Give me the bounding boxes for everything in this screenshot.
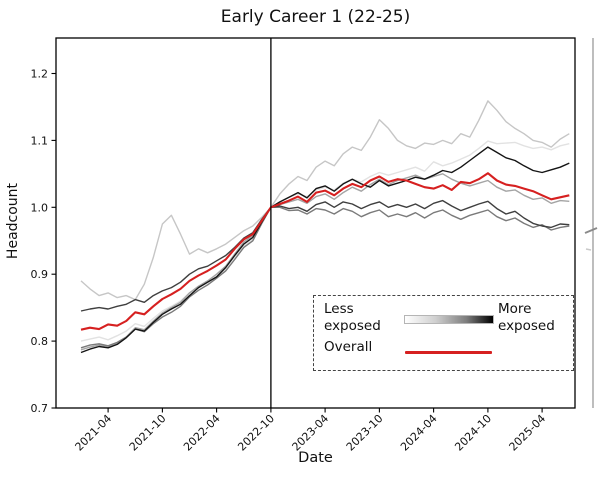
x-axis-label: Date [298, 450, 333, 466]
y-tick-label: 1.1 [31, 134, 49, 147]
adjacent-panel-fragment [584, 227, 598, 234]
chart-title: Early Career 1 (22-25) [220, 7, 411, 27]
x-tick-label: 2023-04 [290, 412, 332, 454]
x-tick-label: 2022-04 [181, 412, 223, 454]
legend-overall-swatch [405, 351, 492, 355]
series-line-least-exposed-bin-1 [80, 140, 570, 342]
x-tick-labels: 2021-04 2021-10 2022-04 2022-10 2023-04 2023-… [73, 412, 549, 454]
y-tick-label: 0.9 [31, 268, 49, 281]
x-tick-label: 2025-04 [507, 412, 549, 454]
x-tick-label: 2022-10 [235, 412, 277, 454]
series-line-exposed-bin-4 [80, 206, 570, 349]
x-ticks [107, 408, 543, 413]
legend-more-exposed-label: More exposed [498, 301, 555, 334]
legend-less-exposed-label: Less exposed [324, 301, 381, 334]
y-ticks [51, 72, 56, 409]
series-line-exposed-bin-2 [80, 100, 570, 301]
x-tick-label: 2024-04 [398, 412, 440, 454]
series-lines [80, 100, 570, 354]
series-line-exposed-bin-3 [80, 173, 570, 351]
x-tick-label: 2024-10 [452, 412, 494, 454]
x-tick-label: 2021-10 [127, 412, 169, 454]
series-line-exposed-bin-5 [80, 199, 570, 312]
adjacent-panel-fragment-2 [585, 248, 592, 251]
series-line-Overall [80, 172, 570, 331]
legend-box: Less exposed More exposed Overall [313, 295, 574, 371]
y-tick-label: 1.0 [31, 201, 49, 214]
y-tick-labels: 0.7 0.8 0.9 1.0 1.1 1.2 [31, 68, 49, 416]
plot-border [55, 37, 576, 409]
y-tick-label: 0.7 [31, 402, 49, 415]
y-tick-label: 1.2 [31, 68, 49, 81]
series-line-most-exposed-bin-6 [80, 146, 570, 354]
x-tick-label: 2023-10 [344, 412, 386, 454]
exposure-gradient-bar [404, 315, 494, 324]
x-tick-label: 2021-04 [73, 412, 115, 454]
legend-overall-label: Overall [324, 339, 373, 355]
y-tick-label: 0.8 [31, 335, 49, 348]
